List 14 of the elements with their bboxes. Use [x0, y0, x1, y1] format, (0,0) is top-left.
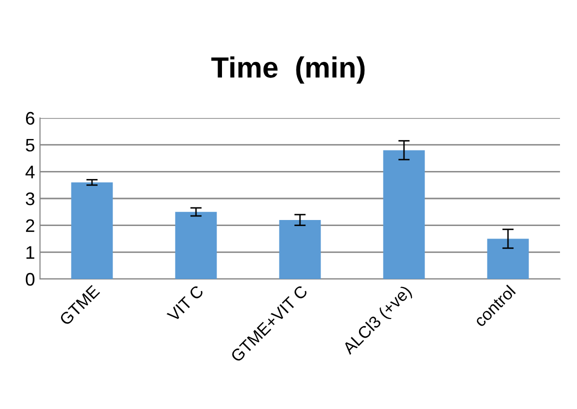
bar [175, 212, 217, 279]
bar [279, 220, 321, 279]
y-tick-label: 3 [26, 192, 34, 206]
chart-title: Time (min) [211, 56, 365, 84]
y-tick-label: 1 [26, 246, 34, 259]
y-tick-label: 6 [26, 112, 34, 125]
bar [383, 150, 425, 279]
y-tick-label: 0 [26, 272, 34, 286]
y-tick-label: 4 [26, 166, 35, 178]
x-tick-label: VIT C [166, 284, 204, 322]
bar [71, 182, 113, 279]
y-tick-label: 2 [26, 219, 34, 232]
bar [487, 238, 529, 279]
y-tick-label: 5 [26, 138, 34, 152]
